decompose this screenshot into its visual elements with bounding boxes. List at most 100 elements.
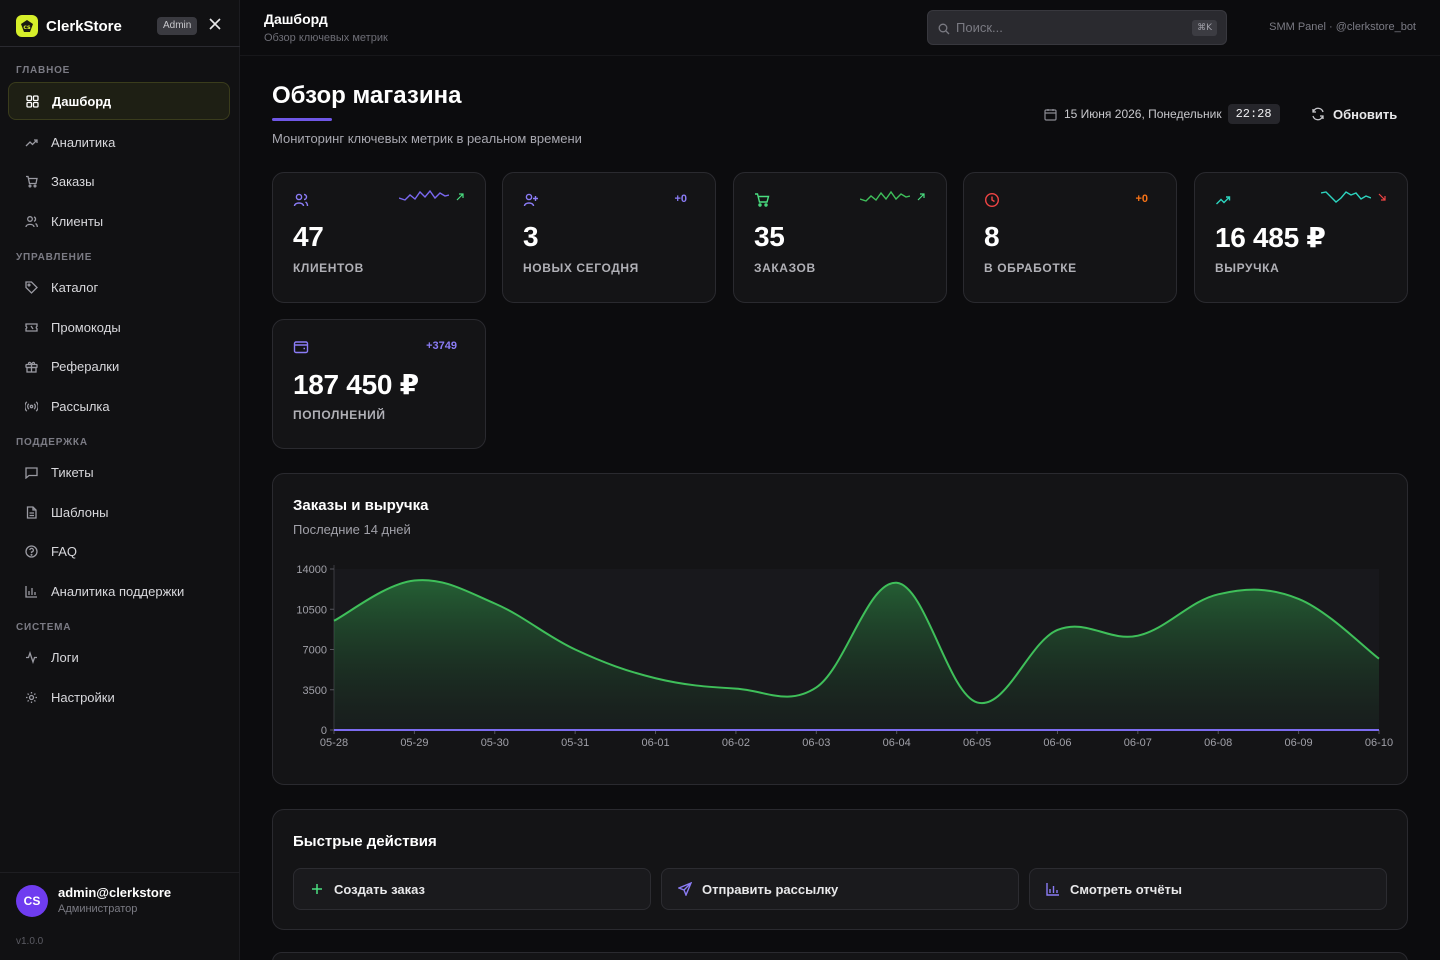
stat-card-revenue[interactable]: 16 485 ₽ ВЫРУЧКА <box>1194 172 1408 303</box>
tag-icon <box>24 280 38 294</box>
search-input[interactable] <box>956 20 1176 35</box>
sidebar-item-label: Клиенты <box>51 213 104 229</box>
orders-point[interactable] <box>1375 726 1383 734</box>
sidebar-item-dashboard[interactable]: Дашборд <box>8 82 230 120</box>
trend-up-arrow-icon <box>917 193 925 201</box>
revenue-point[interactable] <box>1132 630 1144 642</box>
view-reports-button[interactable]: Смотреть отчёты <box>1029 868 1387 910</box>
stat-card-topups[interactable]: +3749 187 450 ₽ ПОПОЛНЕНИЙ <box>272 319 486 449</box>
orders-point[interactable] <box>1214 726 1222 734</box>
sidebar-item-label: Логи <box>51 649 79 665</box>
panel-info: SMM Panel · @clerkstore_bot <box>1269 21 1416 33</box>
x-tick-label: 06-08 <box>1204 737 1232 749</box>
users-icon <box>24 214 38 228</box>
sidebar-item-templates[interactable]: Шаблоны <box>8 493 230 531</box>
orders-point[interactable] <box>973 726 981 734</box>
refresh-button[interactable]: Обновить <box>1311 104 1397 124</box>
avatar[interactable]: CS <box>16 885 48 917</box>
revenue-point[interactable] <box>489 598 501 610</box>
orders-point[interactable] <box>1295 726 1303 734</box>
sidebar-item-label: Промокоды <box>51 319 121 335</box>
revenue-point[interactable] <box>328 615 340 627</box>
x-tick-label: 06-06 <box>1043 737 1071 749</box>
orders-point[interactable] <box>571 726 579 734</box>
revenue-point[interactable] <box>408 575 420 587</box>
brand-name: ClerkStore <box>46 17 122 35</box>
plus-icon <box>310 882 324 896</box>
sidebar-item-analytics[interactable]: Аналитика <box>8 123 230 161</box>
stat-card-clients[interactable]: 47 КЛИЕНТОВ <box>272 172 486 303</box>
revenue-point[interactable] <box>891 577 903 589</box>
trend-down-arrow-icon <box>1378 193 1386 201</box>
orders-point[interactable] <box>410 726 418 734</box>
revenue-point[interactable] <box>1212 588 1224 600</box>
orders-point[interactable] <box>812 726 820 734</box>
y-tick-label: 0 <box>321 725 327 737</box>
stat-value: 35 <box>754 221 785 252</box>
send-mailing-button[interactable]: Отправить рассылку <box>661 868 1019 910</box>
page-title: Обзор магазина <box>272 82 462 109</box>
orders-revenue-chart-panel: Заказы и выручка Последние 14 дней 0 3500… <box>272 473 1408 785</box>
topbar-subtitle: Обзор ключевых метрик <box>264 32 388 44</box>
stat-value: 47 <box>293 221 324 252</box>
sidebar-item-catalog[interactable]: Каталог <box>8 268 230 306</box>
sidebar-item-clients[interactable]: Клиенты <box>8 202 230 240</box>
message-icon <box>24 465 38 479</box>
x-tick-label: 06-03 <box>802 737 830 749</box>
sidebar-item-promocodes[interactable]: Промокоды <box>8 308 230 346</box>
y-tick-label: 10500 <box>296 604 327 616</box>
revenue-point[interactable] <box>1373 653 1385 665</box>
section-label-management: УПРАВЛЕНИЕ <box>16 252 93 263</box>
sidebar-item-support-analytics[interactable]: Аналитика поддержки <box>8 572 230 610</box>
revenue-point[interactable] <box>1293 593 1305 605</box>
orders-point[interactable] <box>1053 726 1061 734</box>
close-sidebar-button[interactable] <box>207 17 223 33</box>
sidebar-item-label: Каталог <box>51 279 99 295</box>
stat-card-new-today[interactable]: +0 3 НОВЫХ СЕГОДНЯ <box>502 172 716 303</box>
sidebar-item-tickets[interactable]: Тикеты <box>8 453 230 491</box>
area-chart[interactable]: 0 3500 7000 10500 14000 05-28 05-29 05-30 05-31 0… <box>273 474 1409 786</box>
sidebar-item-logs[interactable]: Логи <box>8 638 230 676</box>
x-tick-label: 05-30 <box>481 737 509 749</box>
sidebar-item-label: Рефералки <box>51 358 120 374</box>
sidebar-item-mailing[interactable]: Рассылка <box>8 387 230 425</box>
sidebar-item-referrals[interactable]: Рефералки <box>8 347 230 385</box>
user-plus-icon <box>523 192 539 208</box>
revenue-point[interactable] <box>569 644 581 656</box>
button-label: Создать заказ <box>334 881 425 897</box>
quick-actions-title: Быстрые действия <box>293 833 437 850</box>
search-box[interactable]: ⌘K <box>927 10 1227 45</box>
orders-point[interactable] <box>732 726 740 734</box>
orders-point[interactable] <box>652 726 660 734</box>
svg-text:cs: cs <box>23 24 31 31</box>
refresh-label: Обновить <box>1333 106 1398 122</box>
orders-point[interactable] <box>330 726 338 734</box>
orders-point[interactable] <box>893 726 901 734</box>
next-panel-edge <box>272 952 1408 960</box>
user-role: Администратор <box>58 903 138 915</box>
stat-card-processing[interactable]: +0 8 В ОБРАБОТКЕ <box>963 172 1177 303</box>
trend-icon <box>24 135 38 149</box>
stat-label: ПОПОЛНЕНИЙ <box>293 408 386 422</box>
sidebar-item-settings[interactable]: Настройки <box>8 678 230 716</box>
revenue-point[interactable] <box>650 672 662 684</box>
date-display: 15 Июня 2026, Понедельник 22:28 <box>1044 104 1280 124</box>
brand[interactable]: cs ClerkStore <box>16 14 122 38</box>
sidebar-item-label: FAQ <box>51 543 78 559</box>
orders-point[interactable] <box>1134 726 1142 734</box>
revenue-point[interactable] <box>1051 624 1063 636</box>
sidebar-item-faq[interactable]: FAQ <box>8 532 230 570</box>
bar-chart-icon <box>24 584 38 598</box>
revenue-point[interactable] <box>730 683 742 695</box>
create-order-button[interactable]: Создать заказ <box>293 868 651 910</box>
ticket-icon <box>24 320 38 334</box>
revenue-point[interactable] <box>971 696 983 708</box>
section-label-main: ГЛАВНОЕ <box>16 65 71 76</box>
orders-point[interactable] <box>491 726 499 734</box>
sidebar-item-orders[interactable]: Заказы <box>8 162 230 200</box>
file-icon <box>24 505 38 519</box>
revenue-point[interactable] <box>810 681 822 693</box>
stat-card-orders[interactable]: 35 ЗАКАЗОВ <box>733 172 947 303</box>
date-text: 15 Июня 2026, Понедельник <box>1064 107 1222 121</box>
gift-icon <box>24 359 38 373</box>
